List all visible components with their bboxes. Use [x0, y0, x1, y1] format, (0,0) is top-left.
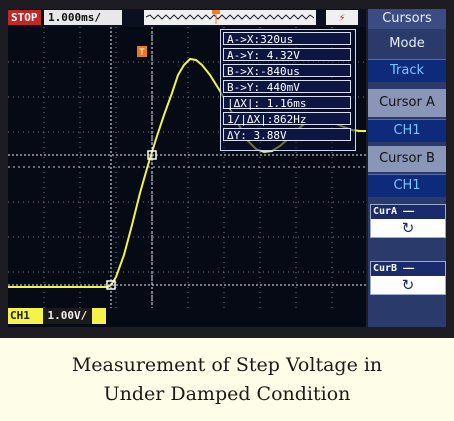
trigger-bolt-icon[interactable]: ⚡ — [326, 10, 358, 25]
cursor-a-softkey-value[interactable]: CH1 — [368, 119, 446, 142]
run-status-badge[interactable]: STOP — [8, 10, 41, 25]
mode-softkey-value[interactable]: Track — [368, 59, 446, 82]
softkey-menu: Cursors Mode Track Cursor A CH1 Cursor B… — [368, 9, 446, 327]
oscilloscope-screen: STOP 1.000ms/ ⚡ — [8, 9, 366, 327]
readout-a-x: A->X:320us — [223, 32, 351, 46]
mode-softkey-label[interactable]: Mode — [389, 36, 425, 51]
oscilloscope-photo: STOP 1.000ms/ ⚡ — [0, 0, 454, 338]
readout-b-x: B->X:-840us — [223, 64, 351, 78]
overview-waveform-icon — [145, 10, 315, 24]
channel-label: CH1 — [10, 309, 30, 322]
rotate-knob-icon: ↻ — [371, 276, 445, 294]
cursor-a-softkey-label[interactable]: Cursor A — [368, 89, 446, 117]
readout-a-y: A->Y: 4.32V — [223, 48, 351, 62]
cur-a-adjust-button[interactable]: CurA —— ↻ — [370, 204, 446, 238]
caption-line-2: Under Damped Condition — [103, 383, 351, 405]
readout-delta-x: |ΔX|: 1.16ms — [223, 96, 351, 110]
cur-b-label: CurB —— — [373, 263, 414, 274]
readout-delta-y: ΔY: 3.88V — [223, 128, 351, 142]
cursor-b-softkey-value[interactable]: CH1 — [368, 174, 446, 197]
cursor-b[interactable] — [8, 27, 366, 308]
trigger-marker: T — [137, 46, 147, 58]
cursor-a-crosshair — [147, 150, 157, 160]
channel-scale-bar[interactable]: CH1 1.00V/ — [8, 308, 106, 324]
timebase-readout: 1.000ms/ — [44, 10, 122, 25]
menu-title: Cursors — [368, 9, 446, 29]
rotate-knob-icon: ↻ — [371, 219, 445, 237]
cursor-a[interactable] — [8, 27, 366, 308]
readout-frequency: 1/|ΔX|:862Hz — [223, 112, 351, 126]
cursor-b-crosshair — [106, 280, 116, 290]
cursor-b-softkey-label[interactable]: Cursor B — [368, 146, 446, 172]
cur-a-label: CurA —— — [373, 206, 414, 217]
trigger-marker-label: T — [139, 48, 145, 58]
figure-caption: Measurement of Step Voltage in Under Dam… — [0, 338, 454, 421]
channel-scale-value: 1.00V/ — [42, 308, 93, 324]
status-bar: STOP 1.000ms/ ⚡ — [8, 9, 366, 27]
cursor-readout-panel: A->X:320us A->Y: 4.32V B->X:-840us B->Y:… — [220, 29, 356, 151]
caption-line-1: Measurement of Step Voltage in — [71, 354, 383, 376]
waveform-overview-bar — [144, 10, 316, 25]
readout-b-y: B->Y: 440mV — [223, 80, 351, 94]
cur-b-adjust-button[interactable]: CurB —— ↻ — [370, 261, 446, 295]
